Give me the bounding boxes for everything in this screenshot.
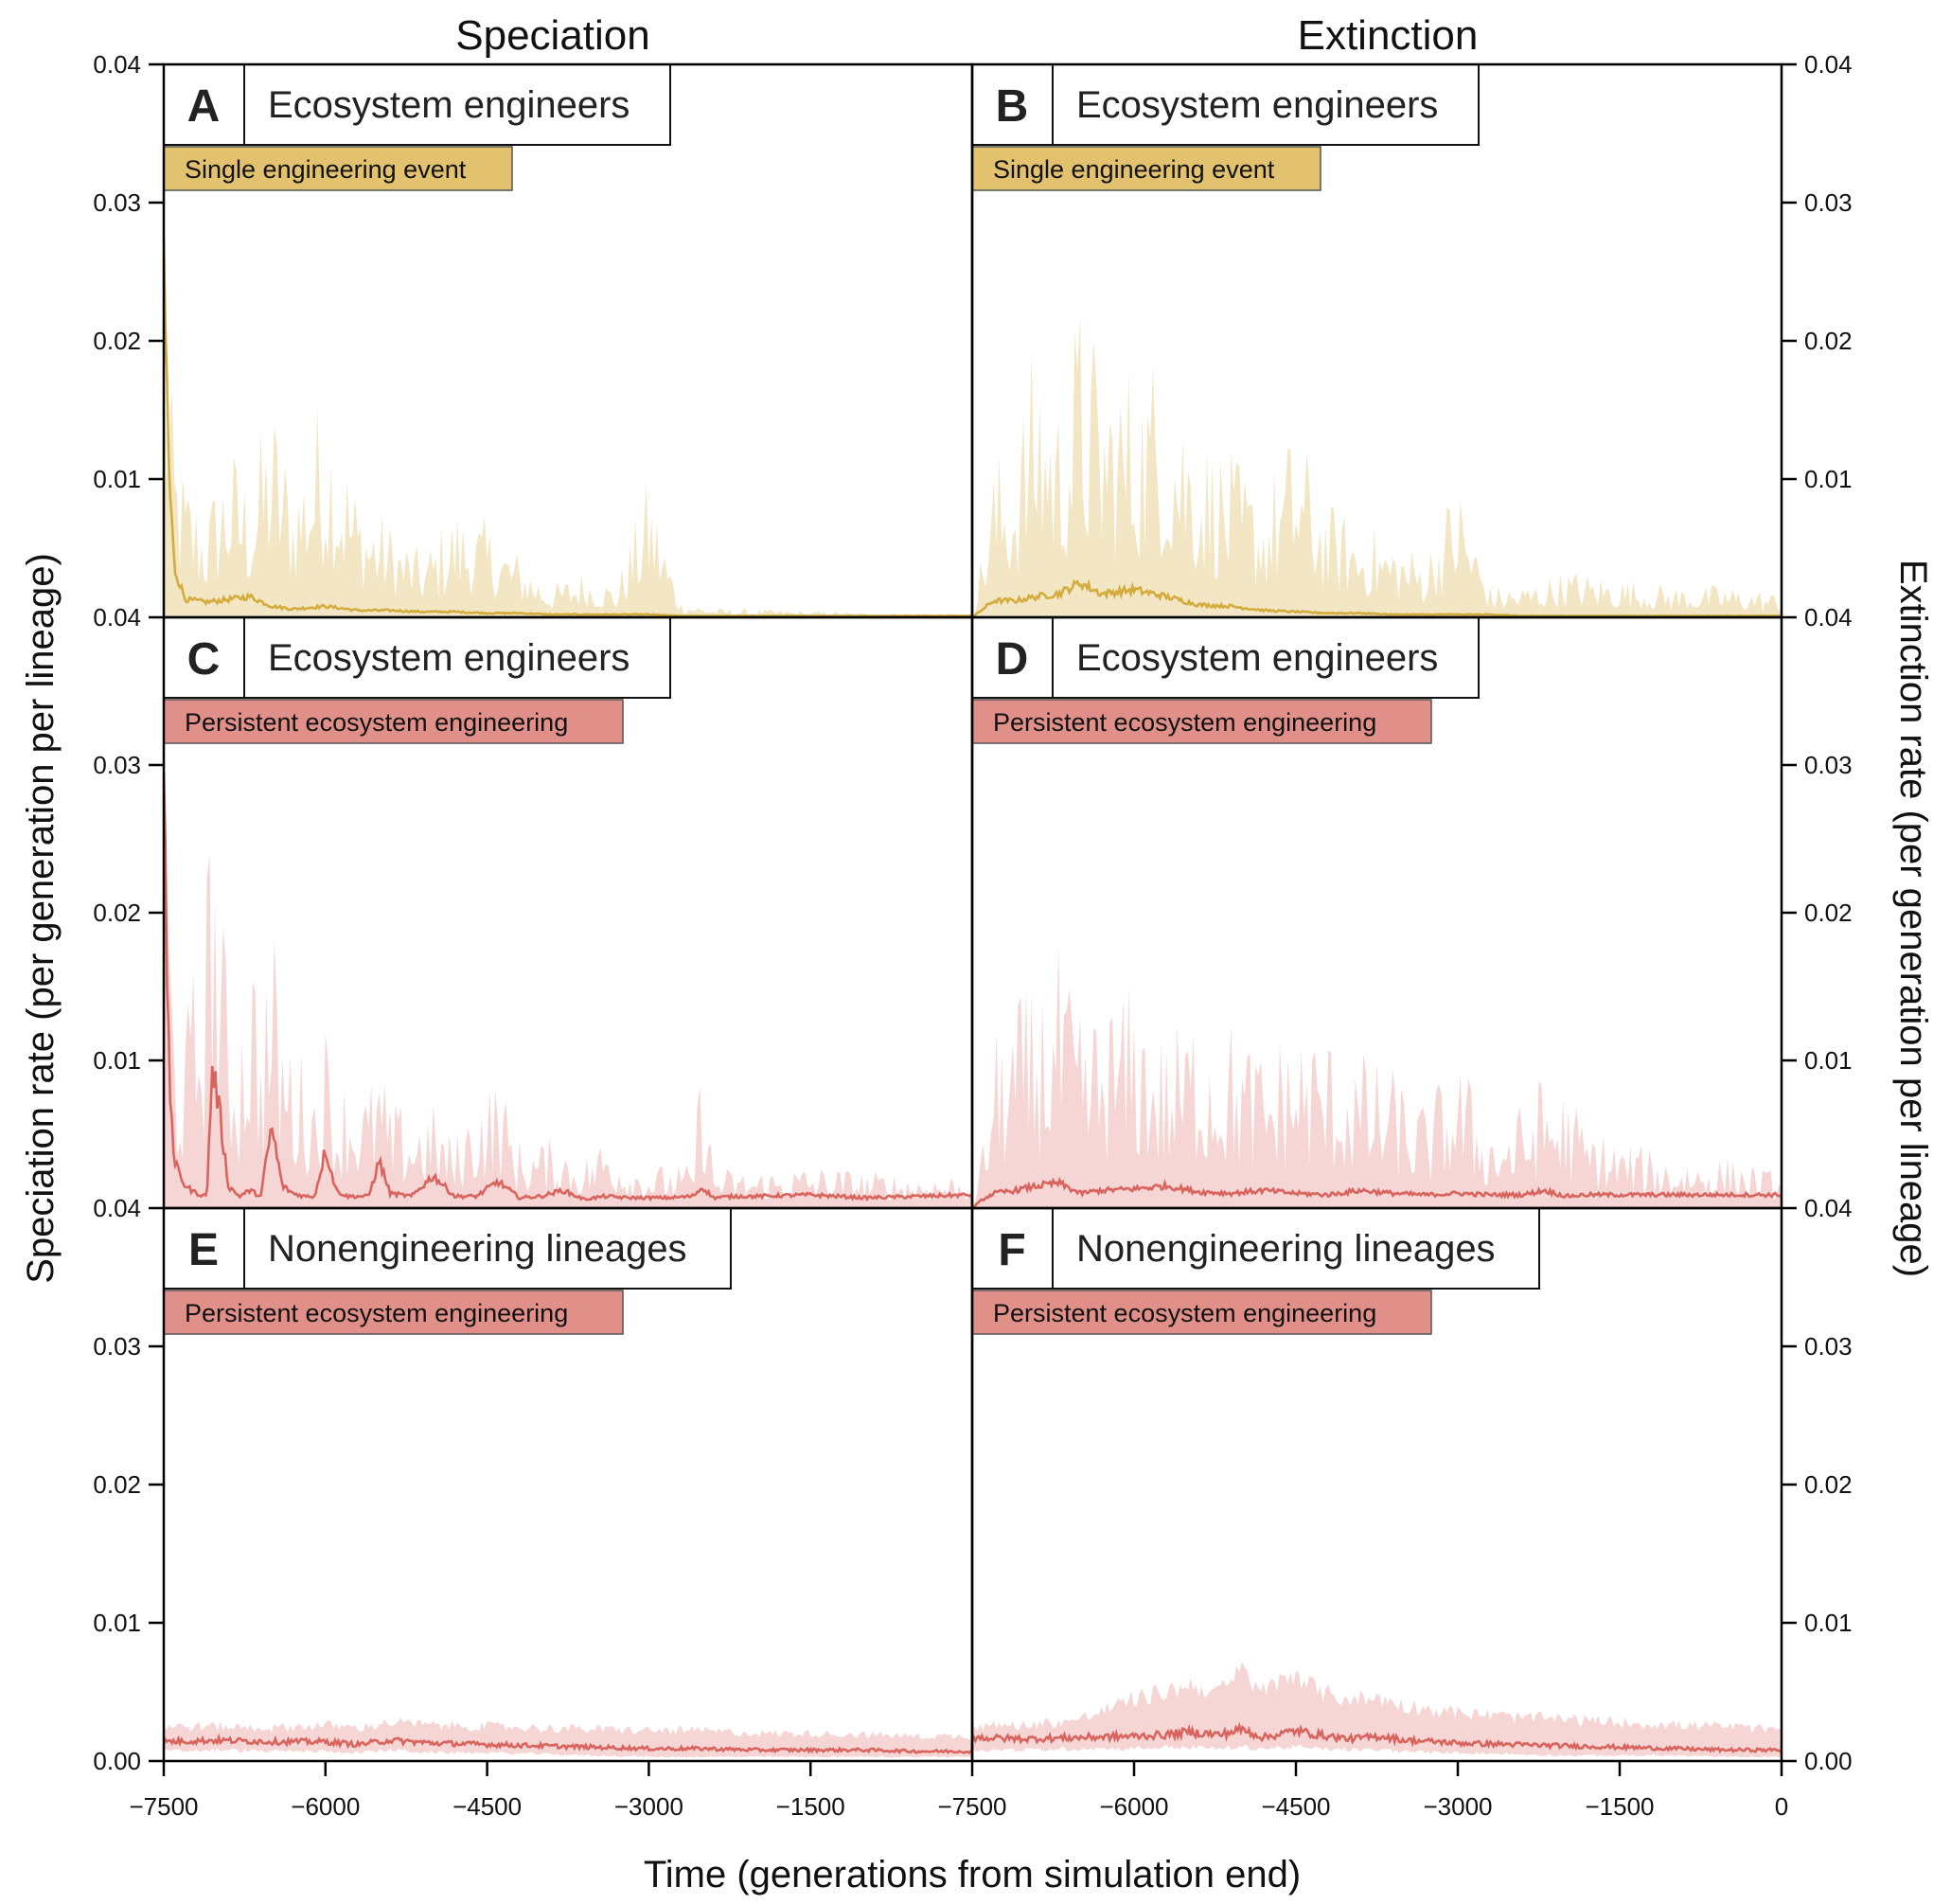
y-tick-label-left: 0.02 xyxy=(93,1470,141,1499)
x-tick-label: −4500 xyxy=(452,1792,522,1821)
y-tick-label-left: 0.04 xyxy=(93,1194,141,1222)
x-tick-label: −6000 xyxy=(1099,1792,1168,1821)
panel-letter: D xyxy=(996,634,1029,685)
mean-line-c xyxy=(164,772,972,1202)
confidence-band-a xyxy=(164,295,972,617)
y-tick-label-right: 0.04 xyxy=(1804,50,1853,79)
x-tick-label: −3000 xyxy=(1423,1792,1492,1821)
mean-line-e xyxy=(164,1733,972,1755)
y-tick-label-right: 0.01 xyxy=(1804,1609,1853,1637)
panel-label-c: C Ecosystem engineers Persistent ecosystem… xyxy=(163,616,671,744)
panel-c: C Ecosystem engineers Persistent ecosystem… xyxy=(163,616,972,1208)
y-tick-label-right: 0.03 xyxy=(1804,188,1853,217)
y-tick-label-right: 0.00 xyxy=(1804,1747,1853,1775)
scenario-tag: Persistent ecosystem engineering xyxy=(993,1299,1376,1327)
mean-line-a xyxy=(164,239,972,617)
x-tick-label: −1500 xyxy=(1585,1792,1654,1821)
panel-group-label: Ecosystem engineers xyxy=(1076,84,1438,126)
panel-letter: E xyxy=(188,1225,219,1275)
y-axis-title-right: Extinction rate (per generation per line… xyxy=(1892,560,1934,1277)
panel-letter: F xyxy=(998,1225,1025,1275)
panel-b: B Ecosystem engineers Single engineering e… xyxy=(971,63,1782,617)
confidence-band-f xyxy=(972,1662,1782,1758)
panel-d: D Ecosystem engineers Persistent ecosystem… xyxy=(971,616,1782,1208)
panel-group-label: Nonengineering lineages xyxy=(1076,1228,1496,1270)
x-tick-label: −4500 xyxy=(1261,1792,1330,1821)
y-tick-label-left: 0.03 xyxy=(93,1332,141,1361)
y-tick-label-left: 0.02 xyxy=(93,899,141,927)
x-tick-label: −3000 xyxy=(614,1792,683,1821)
confidence-band-d xyxy=(972,943,1782,1208)
y-tick-label-left: 0.04 xyxy=(93,50,141,79)
scenario-tag: Persistent ecosystem engineering xyxy=(993,708,1376,737)
y-tick-label-right: 0.03 xyxy=(1804,1332,1853,1361)
panels-layer: A Ecosystem engineers Single engineering e… xyxy=(163,63,1782,1758)
x-axis-title: Time (generations from simulation end) xyxy=(644,1854,1301,1895)
panel-group-label: Ecosystem engineers xyxy=(1076,637,1438,679)
x-tick-label: −1500 xyxy=(776,1792,845,1821)
scenario-tag: Single engineering event xyxy=(993,155,1275,184)
y-tick-label-left: 0.04 xyxy=(93,603,141,632)
scenario-tag: Single engineering event xyxy=(185,155,467,184)
y-axis-title-left: Speciation rate (per generation per line… xyxy=(20,553,62,1284)
y-tick-label-left: 0.01 xyxy=(93,1046,141,1075)
scenario-tag: Persistent ecosystem engineering xyxy=(185,708,568,737)
y-tick-label-right: 0.02 xyxy=(1804,1470,1853,1499)
y-tick-label-right: 0.02 xyxy=(1804,327,1853,355)
ticks-layer: 0.04 0.04 0.03 0.03 0.02 0.02 0.01 0.01 0.04 0.04… xyxy=(93,50,1852,1821)
panel-label-f: F Nonengineering lineages Persistent ecosy… xyxy=(971,1207,1540,1335)
y-tick-label-right: 0.04 xyxy=(1804,603,1853,632)
y-tick-label-left: 0.02 xyxy=(93,327,141,355)
panel-group-label: Nonengineering lineages xyxy=(268,1228,687,1270)
mean-line-b xyxy=(972,578,1782,617)
panel-letter: B xyxy=(996,81,1029,132)
scenario-tag: Persistent ecosystem engineering xyxy=(185,1299,568,1327)
panel-frame-f xyxy=(970,1206,1783,1763)
panel-label-e: E Nonengineering lineages Persistent ecosy… xyxy=(163,1207,732,1335)
panel-label-a: A Ecosystem engineers Single engineering e… xyxy=(163,63,671,191)
confidence-band-e xyxy=(164,1717,972,1758)
panel-letter: C xyxy=(187,634,221,685)
y-tick-label-right: 0.03 xyxy=(1804,751,1853,779)
confidence-band-c xyxy=(164,705,972,1208)
panel-e: E Nonengineering lineages Persistent ecosy… xyxy=(163,1207,972,1758)
column-title-speciation: Speciation xyxy=(455,12,649,59)
y-tick-label-right: 0.04 xyxy=(1804,1194,1853,1222)
x-tick-label: −6000 xyxy=(291,1792,360,1821)
frames-layer xyxy=(162,62,1783,1763)
panel-label-b: B Ecosystem engineers Single engineering e… xyxy=(971,63,1480,191)
y-tick-label-left: 0.03 xyxy=(93,751,141,779)
y-tick-label-right: 0.01 xyxy=(1804,465,1853,493)
panel-f: F Nonengineering lineages Persistent ecosy… xyxy=(971,1207,1782,1758)
panel-group-label: Ecosystem engineers xyxy=(268,637,630,679)
y-tick-label-left: 0.03 xyxy=(93,188,141,217)
y-tick-label-left: 0.00 xyxy=(93,1747,141,1775)
mean-line-d xyxy=(972,1176,1782,1208)
x-tick-label: −7500 xyxy=(129,1792,198,1821)
y-tick-label-left: 0.01 xyxy=(93,1609,141,1637)
panel-label-d: D Ecosystem engineers Persistent ecosystem… xyxy=(971,616,1480,744)
y-tick-label-right: 0.02 xyxy=(1804,899,1853,927)
panel-a: A Ecosystem engineers Single engineering e… xyxy=(163,63,972,617)
panel-letter: A xyxy=(187,81,221,132)
x-tick-label: −7500 xyxy=(937,1792,1006,1821)
y-tick-label-right: 0.01 xyxy=(1804,1046,1853,1075)
confidence-band-b xyxy=(972,314,1782,617)
mean-line-f xyxy=(972,1721,1782,1754)
panel-group-label: Ecosystem engineers xyxy=(268,84,630,126)
column-title-extinction: Extinction xyxy=(1298,12,1479,59)
y-tick-label-left: 0.01 xyxy=(93,465,141,493)
x-tick-label: 0 xyxy=(1775,1792,1788,1821)
